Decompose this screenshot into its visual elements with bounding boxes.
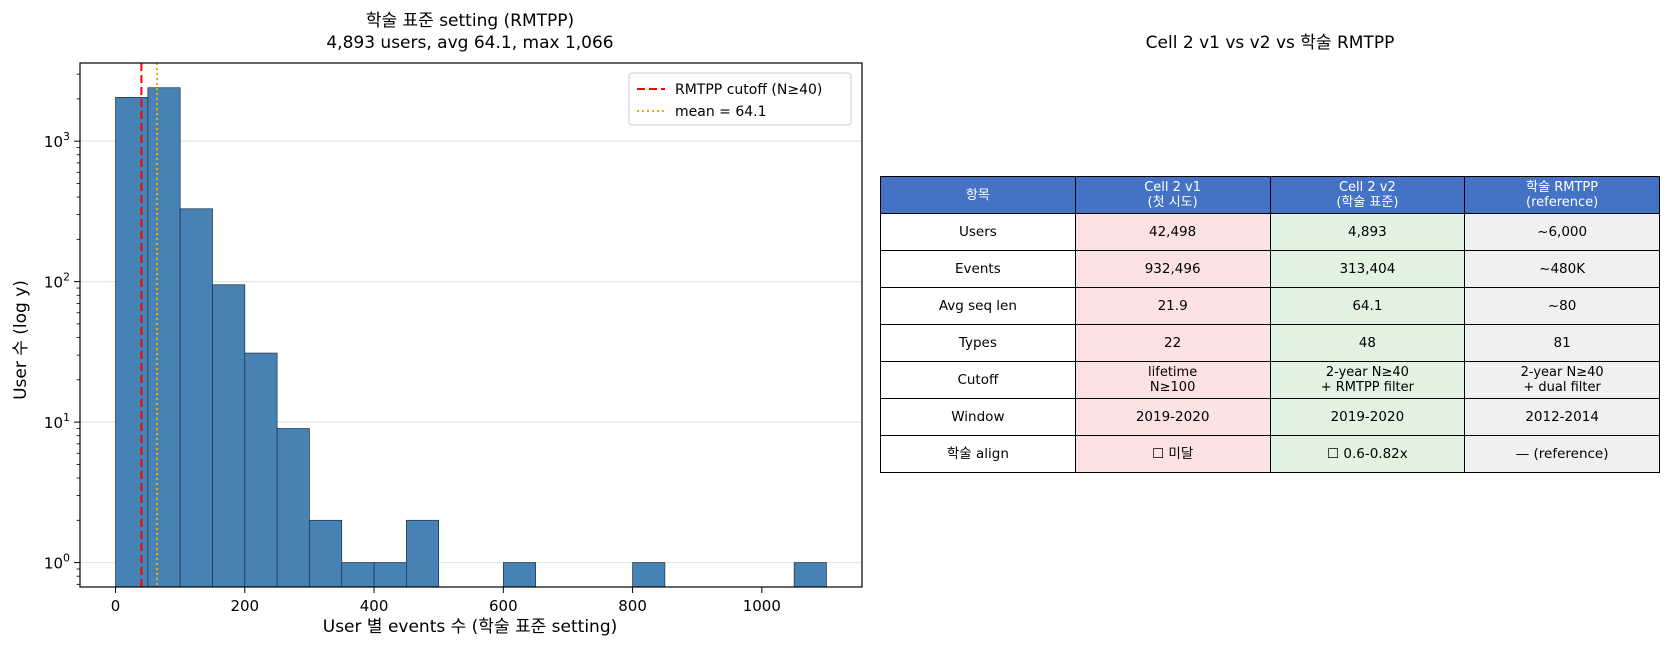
y-tick-label: 100 xyxy=(44,552,70,573)
comparison-table: 항목 Cell 2 v1 (첫 시도) Cell 2 v2 (학술 표준) 학술… xyxy=(880,176,1660,473)
table-header-row: 항목 Cell 2 v1 (첫 시도) Cell 2 v2 (학술 표준) 학술… xyxy=(880,176,1660,214)
row-label: Cutoff xyxy=(880,361,1076,399)
cell-v1: 932,496 xyxy=(1074,250,1271,288)
x-tick-label: 600 xyxy=(489,597,518,615)
row-label: Avg seq len xyxy=(880,287,1076,325)
row-label: Users xyxy=(880,213,1076,251)
cell-ref: ~80 xyxy=(1464,287,1660,325)
cell-v1: 22 xyxy=(1074,324,1271,362)
histogram-bar xyxy=(244,352,278,588)
cell-v1: ☐ 미달 xyxy=(1074,435,1271,473)
cell-v2: 64.1 xyxy=(1269,287,1466,325)
table-row: 학술 align ☐ 미달 ☐ 0.6-0.82x — (reference) xyxy=(880,435,1660,473)
cell-v2: 313,404 xyxy=(1269,250,1466,288)
header-rmtpp: 학술 RMTPP (reference) xyxy=(1464,176,1660,214)
x-tick-label: 0 xyxy=(111,597,121,615)
table-row: Types 22 48 81 xyxy=(880,324,1660,362)
x-tick-label: 200 xyxy=(230,597,259,615)
row-label: 학술 align xyxy=(880,435,1076,473)
row-label: Events xyxy=(880,250,1076,288)
legend: RMTPP cutoff (N≥40) mean = 64.1 xyxy=(628,72,852,126)
table-row: Avg seq len 21.9 64.1 ~80 xyxy=(880,287,1660,325)
chart-title-line-2: 4,893 users, avg 64.1, max 1,066 xyxy=(326,33,613,53)
x-axis-label: User 별 events 수 (학술 표준 setting) xyxy=(323,617,618,637)
cell-v1: 21.9 xyxy=(1074,287,1271,325)
cell-ref: — (reference) xyxy=(1464,435,1660,473)
y-tick-label: 103 xyxy=(44,130,70,151)
cell-ref: 81 xyxy=(1464,324,1660,362)
cell-v2: ☐ 0.6-0.82x xyxy=(1269,435,1466,473)
cell-v2: 48 xyxy=(1269,324,1466,362)
histogram-bar xyxy=(276,428,310,588)
plot-frame xyxy=(79,62,863,588)
row-label: Types xyxy=(880,324,1076,362)
histogram-bar xyxy=(793,562,827,588)
histogram-bar xyxy=(212,284,246,588)
legend-box xyxy=(628,72,852,126)
histogram-bar xyxy=(373,562,407,588)
cell-ref: 2012-2014 xyxy=(1464,398,1660,436)
header-cell2-v2: Cell 2 v2 (학술 표준) xyxy=(1269,176,1466,214)
x-tick-label: 800 xyxy=(618,597,647,615)
legend-label: RMTPP cutoff (N≥40) xyxy=(675,82,822,98)
x-tick-label: 400 xyxy=(360,597,389,615)
histogram-bar xyxy=(179,208,213,588)
y-axis-ticks: 100 101 102 103 xyxy=(44,73,80,585)
histogram-bar xyxy=(309,519,343,588)
chart-title-line-1: 학술 표준 setting (RMTPP) xyxy=(366,11,574,31)
histogram-bar xyxy=(502,562,536,588)
x-tick-label: 1000 xyxy=(743,597,781,615)
table-row: Users 42,498 4,893 ~6,000 xyxy=(880,213,1660,251)
x-axis-ticks: 0 200 400 600 800 1000 xyxy=(111,587,781,615)
table-row: Cutoff lifetime N≥100 2-year N≥40 + RMTP… xyxy=(880,361,1660,399)
y-axis-label: User 수 (log y) xyxy=(11,280,31,400)
cell-ref: 2-year N≥40 + dual filter xyxy=(1464,361,1660,399)
header-item: 항목 xyxy=(880,176,1076,214)
histogram-bar xyxy=(406,519,440,588)
cell-v2: 4,893 xyxy=(1269,213,1466,251)
y-tick-label: 102 xyxy=(44,271,70,292)
header-cell2-v1: Cell 2 v1 (첫 시도) xyxy=(1074,176,1271,214)
cell-v1: lifetime N≥100 xyxy=(1074,361,1271,399)
y-tick-label: 101 xyxy=(44,411,70,432)
cell-v1: 42,498 xyxy=(1074,213,1271,251)
histogram-bar xyxy=(341,562,375,588)
table-row: Window 2019-2020 2019-2020 2012-2014 xyxy=(880,398,1660,436)
histogram-bar xyxy=(115,97,149,588)
table-title: Cell 2 v1 vs v2 vs 학술 RMTPP xyxy=(1145,33,1395,53)
table-row: Events 932,496 313,404 ~480K xyxy=(880,250,1660,288)
cell-ref: ~6,000 xyxy=(1464,213,1660,251)
reference-lines xyxy=(140,63,158,587)
histogram-bar xyxy=(632,562,666,588)
histogram-chart: 학술 표준 setting (RMTPP) 4,893 users, avg 6… xyxy=(11,11,863,637)
cell-v2: 2019-2020 xyxy=(1269,398,1466,436)
histogram-bar xyxy=(147,87,181,588)
cell-ref: ~480K xyxy=(1464,250,1660,288)
bars xyxy=(115,87,827,588)
cell-v1: 2019-2020 xyxy=(1074,398,1271,436)
cell-v2: 2-year N≥40 + RMTPP filter xyxy=(1269,361,1466,399)
legend-label: mean = 64.1 xyxy=(675,104,767,120)
row-label: Window xyxy=(880,398,1076,436)
